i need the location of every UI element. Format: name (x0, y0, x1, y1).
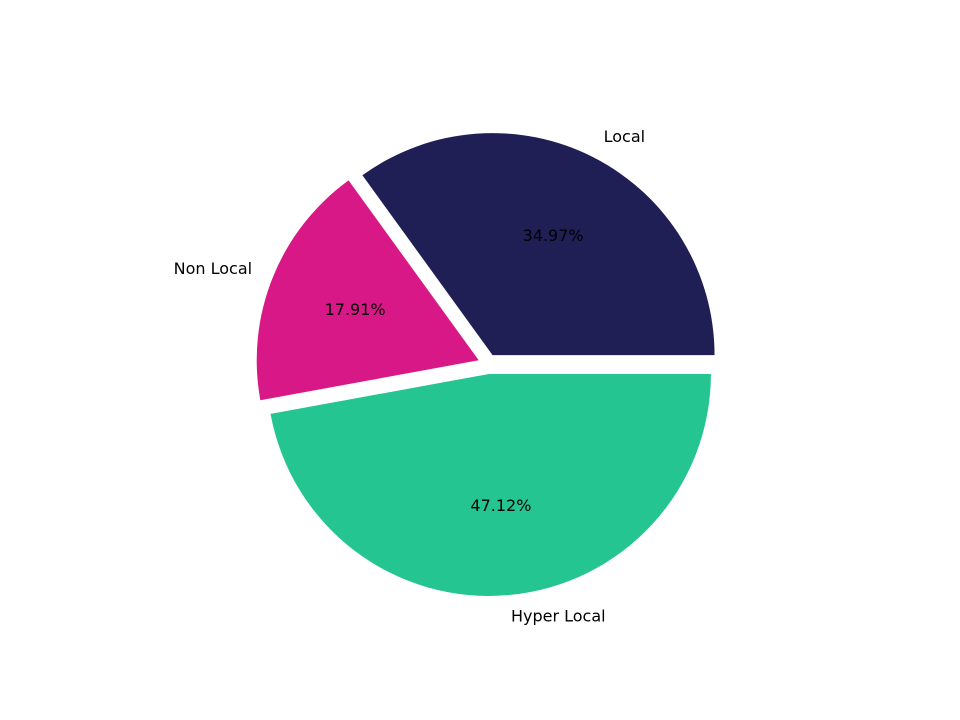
value-label: 47.12% (470, 496, 531, 515)
slice-label: Non Local (174, 259, 252, 278)
slice-label: Hyper Local (511, 607, 606, 626)
pie-slice (256, 180, 479, 401)
slice-label: Local (604, 127, 645, 146)
value-label: 34.97% (523, 226, 584, 245)
value-label: 17.91% (325, 300, 386, 319)
pie-slice (270, 373, 711, 596)
pie-slice (362, 133, 715, 356)
